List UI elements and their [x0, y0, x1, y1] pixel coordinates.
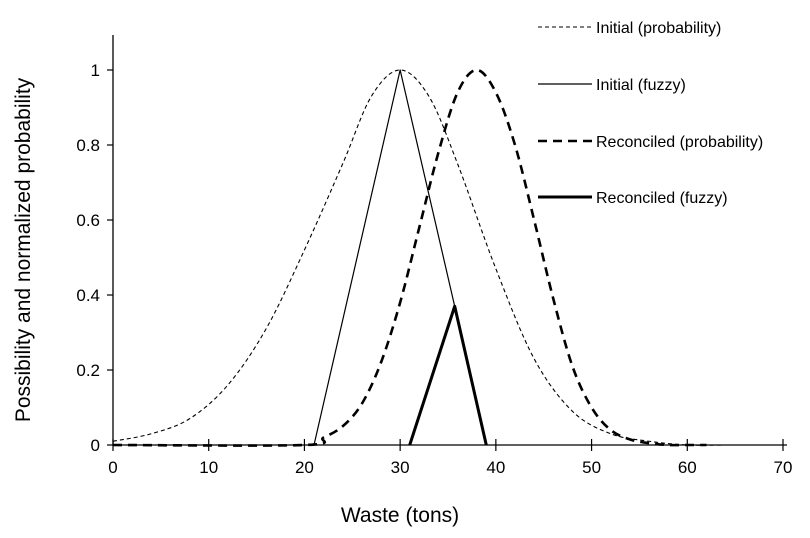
x-tick-label: 40 — [486, 458, 505, 477]
y-tick-label: 0.6 — [76, 211, 100, 230]
x-tick-label: 10 — [199, 458, 218, 477]
series-line-initial-probability — [113, 70, 754, 445]
legend-label-initial-fuzzy: Initial (fuzzy) — [596, 77, 686, 94]
x-tick-label: 50 — [582, 458, 601, 477]
series-line-initial-fuzzy — [314, 70, 455, 445]
axes: 0 10 20 30 40 50 60 70 0 0.2 0.4 0.6 0.8 1 — [76, 35, 792, 477]
x-tick-label: 0 — [108, 458, 117, 477]
x-tick-label: 60 — [678, 458, 697, 477]
series-line-reconciled-fuzzy — [410, 306, 487, 445]
y-tick-label: 0 — [91, 436, 100, 455]
legend: Initial (probability) Initial (fuzzy) Reco… — [538, 20, 763, 207]
y-tick-label: 0.2 — [76, 361, 100, 380]
y-tick-label: 0.8 — [76, 136, 100, 155]
y-axis-title: Possibility and normalized probability — [12, 77, 35, 422]
legend-label-initial-probability: Initial (probability) — [596, 20, 721, 37]
x-tick-label: 70 — [774, 458, 793, 477]
series-line-reconciled-probability — [113, 70, 706, 446]
legend-label-reconciled-probability: Reconciled (probability) — [596, 134, 763, 151]
legend-label-reconciled-fuzzy: Reconciled (fuzzy) — [596, 190, 728, 207]
y-tick-label: 1 — [91, 61, 100, 80]
series-layer — [113, 70, 754, 446]
x-tick-label: 20 — [295, 458, 314, 477]
x-tick-label: 30 — [391, 458, 410, 477]
y-tick-label: 0.4 — [76, 286, 100, 305]
x-axis-title: Waste (tons) — [341, 504, 459, 527]
